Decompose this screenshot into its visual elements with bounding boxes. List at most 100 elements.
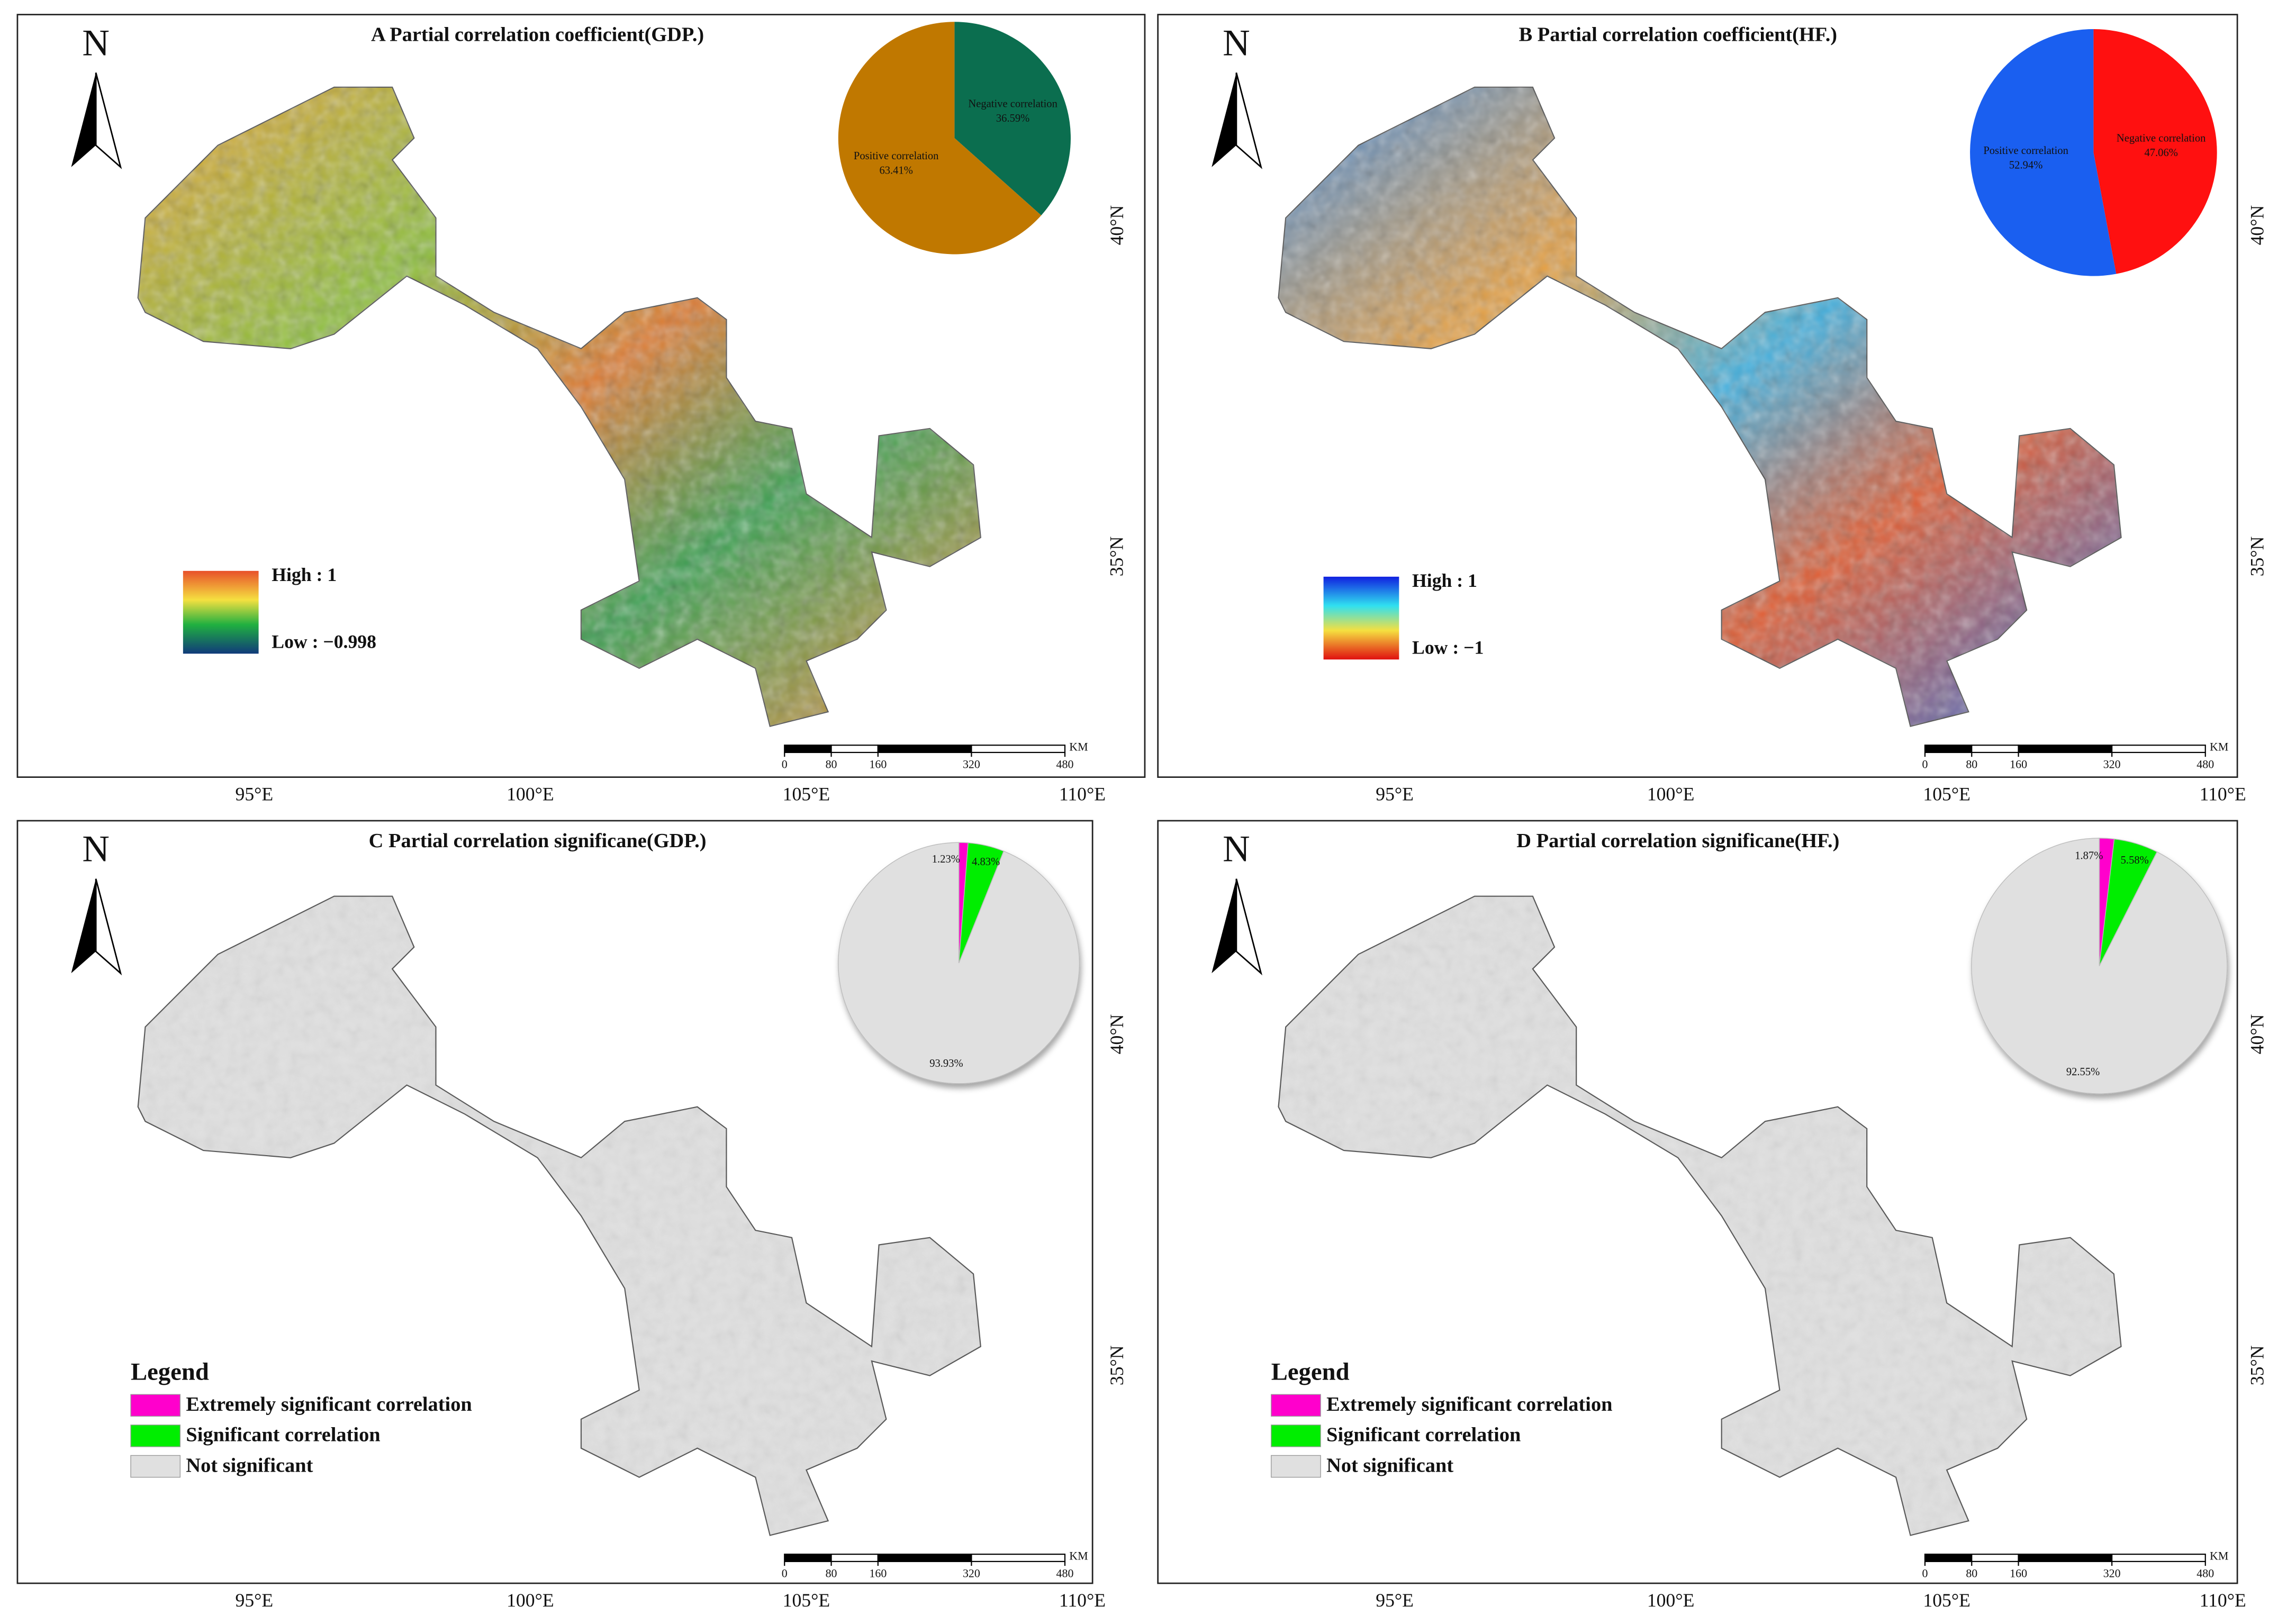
lon-label: 110°E bbox=[2200, 1590, 2246, 1611]
pie bbox=[838, 842, 1080, 1084]
lon-label: 100°E bbox=[507, 1590, 554, 1611]
pie-slice bbox=[838, 22, 1042, 255]
legend-label: Not significant bbox=[186, 1454, 313, 1476]
lon-label: 105°E bbox=[783, 1590, 830, 1611]
scale-segment bbox=[2111, 745, 2206, 754]
lon-label: 105°E bbox=[783, 783, 830, 804]
scale-segment bbox=[877, 1554, 972, 1562]
legend-swatch bbox=[1271, 1425, 1321, 1447]
legend-label: Significant correlation bbox=[1326, 1424, 1521, 1446]
pie-label: Positive correlation bbox=[854, 150, 939, 162]
north-label: N bbox=[1223, 22, 1250, 63]
scale-label: 0 bbox=[1922, 758, 1928, 771]
pie-slice bbox=[838, 842, 1080, 1084]
pie-slice bbox=[1971, 838, 2228, 1094]
pie-value-label: 92.55% bbox=[2066, 1066, 2100, 1078]
pie-value-label: 52.94% bbox=[2009, 160, 2042, 171]
legend-title: Legend bbox=[131, 1358, 209, 1385]
pie bbox=[1971, 838, 2228, 1094]
scale-segment bbox=[971, 745, 1066, 754]
scale-label: 480 bbox=[1056, 758, 1074, 771]
scale-segment bbox=[2018, 745, 2113, 754]
legend-swatch bbox=[1271, 1394, 1321, 1417]
pie-label: Negative correlation bbox=[968, 98, 1057, 110]
lon-label: 95°E bbox=[1376, 1590, 1414, 1611]
scale-segment bbox=[1924, 745, 1973, 754]
pie-value-label: 5.58% bbox=[2121, 855, 2149, 866]
legend-low: Low : −1 bbox=[1412, 637, 1484, 658]
legend-swatch bbox=[130, 1394, 181, 1417]
north-label: N bbox=[82, 828, 110, 870]
lon-label: 95°E bbox=[1376, 783, 1414, 804]
lat-label: 35°N bbox=[1106, 1345, 1127, 1385]
pie-value-label: 1.87% bbox=[2075, 850, 2103, 861]
north-arrow-right bbox=[1235, 878, 1263, 976]
scale-label: 480 bbox=[2196, 758, 2214, 771]
scale-label: 160 bbox=[2010, 758, 2027, 771]
lon-label: 100°E bbox=[1647, 1590, 1695, 1611]
scale-unit: KM bbox=[2210, 1549, 2228, 1563]
north-arrow-left bbox=[71, 72, 96, 167]
scale-segment bbox=[971, 1554, 1066, 1562]
pie-value-label: 36.59% bbox=[996, 113, 1029, 124]
panel-title: D Partial correlation significane(HF.) bbox=[1516, 830, 1839, 852]
scale-label: 80 bbox=[826, 1567, 837, 1580]
legend-swatch bbox=[130, 1425, 181, 1447]
pie-label: Negative correlation bbox=[2117, 132, 2206, 144]
color-ramp bbox=[1323, 576, 1399, 660]
scale-label: 480 bbox=[1056, 1567, 1074, 1580]
legend-high: High : 1 bbox=[1412, 570, 1477, 591]
north-arrow-left bbox=[1212, 72, 1236, 167]
scale-segment bbox=[784, 1554, 832, 1562]
lat-label: 35°N bbox=[2247, 1345, 2268, 1385]
scale-label: 480 bbox=[2196, 1567, 2214, 1580]
pie-slice bbox=[1970, 29, 2117, 276]
pie-value-label: 4.83% bbox=[972, 856, 1000, 868]
lon-label: 105°E bbox=[1923, 783, 1970, 804]
lon-label: 110°E bbox=[1059, 783, 1106, 804]
scale-segment bbox=[1924, 1554, 1973, 1562]
north-label: N bbox=[1223, 828, 1250, 870]
pie-value-label: 63.41% bbox=[879, 165, 912, 177]
north-label: N bbox=[82, 22, 110, 63]
scale-label: 160 bbox=[869, 758, 887, 771]
scale-segment bbox=[784, 745, 832, 754]
north-arrow-right bbox=[95, 878, 122, 976]
scale-label: 320 bbox=[963, 758, 980, 771]
scale-label: 320 bbox=[2103, 758, 2121, 771]
lat-label: 40°N bbox=[1106, 1014, 1127, 1055]
lon-label: 95°E bbox=[235, 1590, 273, 1611]
pie-slice bbox=[954, 22, 1071, 216]
north-arrow-right bbox=[95, 72, 122, 169]
scale-segment bbox=[877, 745, 972, 754]
scale-label: 80 bbox=[1966, 758, 1977, 771]
lon-label: 100°E bbox=[1647, 783, 1695, 804]
lon-label: 95°E bbox=[235, 783, 273, 804]
pie bbox=[1970, 29, 2217, 276]
north-arrow-right bbox=[1235, 72, 1263, 169]
scale-label: 320 bbox=[963, 1567, 980, 1580]
legend-title: Legend bbox=[1271, 1358, 1350, 1385]
scale-segment bbox=[1971, 745, 2019, 754]
pie-slice bbox=[2093, 29, 2217, 274]
panel-title: B Partial correlation coefficient(HF.) bbox=[1519, 24, 1838, 46]
lat-label: 40°N bbox=[1106, 205, 1127, 246]
legend-high: High : 1 bbox=[272, 564, 337, 585]
panel-title: A Partial correlation coefficient(GDP.) bbox=[371, 24, 704, 46]
lon-label: 110°E bbox=[2200, 783, 2246, 804]
scale-unit: KM bbox=[2210, 740, 2228, 754]
scale-segment bbox=[2018, 1554, 2113, 1562]
legend-swatch bbox=[1271, 1455, 1321, 1478]
scale-segment bbox=[2111, 1554, 2206, 1562]
scale-segment bbox=[1971, 1554, 2019, 1562]
scale-label: 0 bbox=[1922, 1567, 1928, 1580]
legend-label: Not significant bbox=[1326, 1454, 1453, 1476]
pie-value-label: 47.06% bbox=[2144, 147, 2177, 159]
lat-label: 40°N bbox=[2247, 205, 2268, 246]
pie-value-label: 93.93% bbox=[929, 1058, 963, 1069]
scale-segment bbox=[830, 745, 879, 754]
scale-segment bbox=[830, 1554, 879, 1562]
scale-label: 160 bbox=[2010, 1567, 2027, 1580]
north-arrow-left bbox=[71, 878, 96, 974]
